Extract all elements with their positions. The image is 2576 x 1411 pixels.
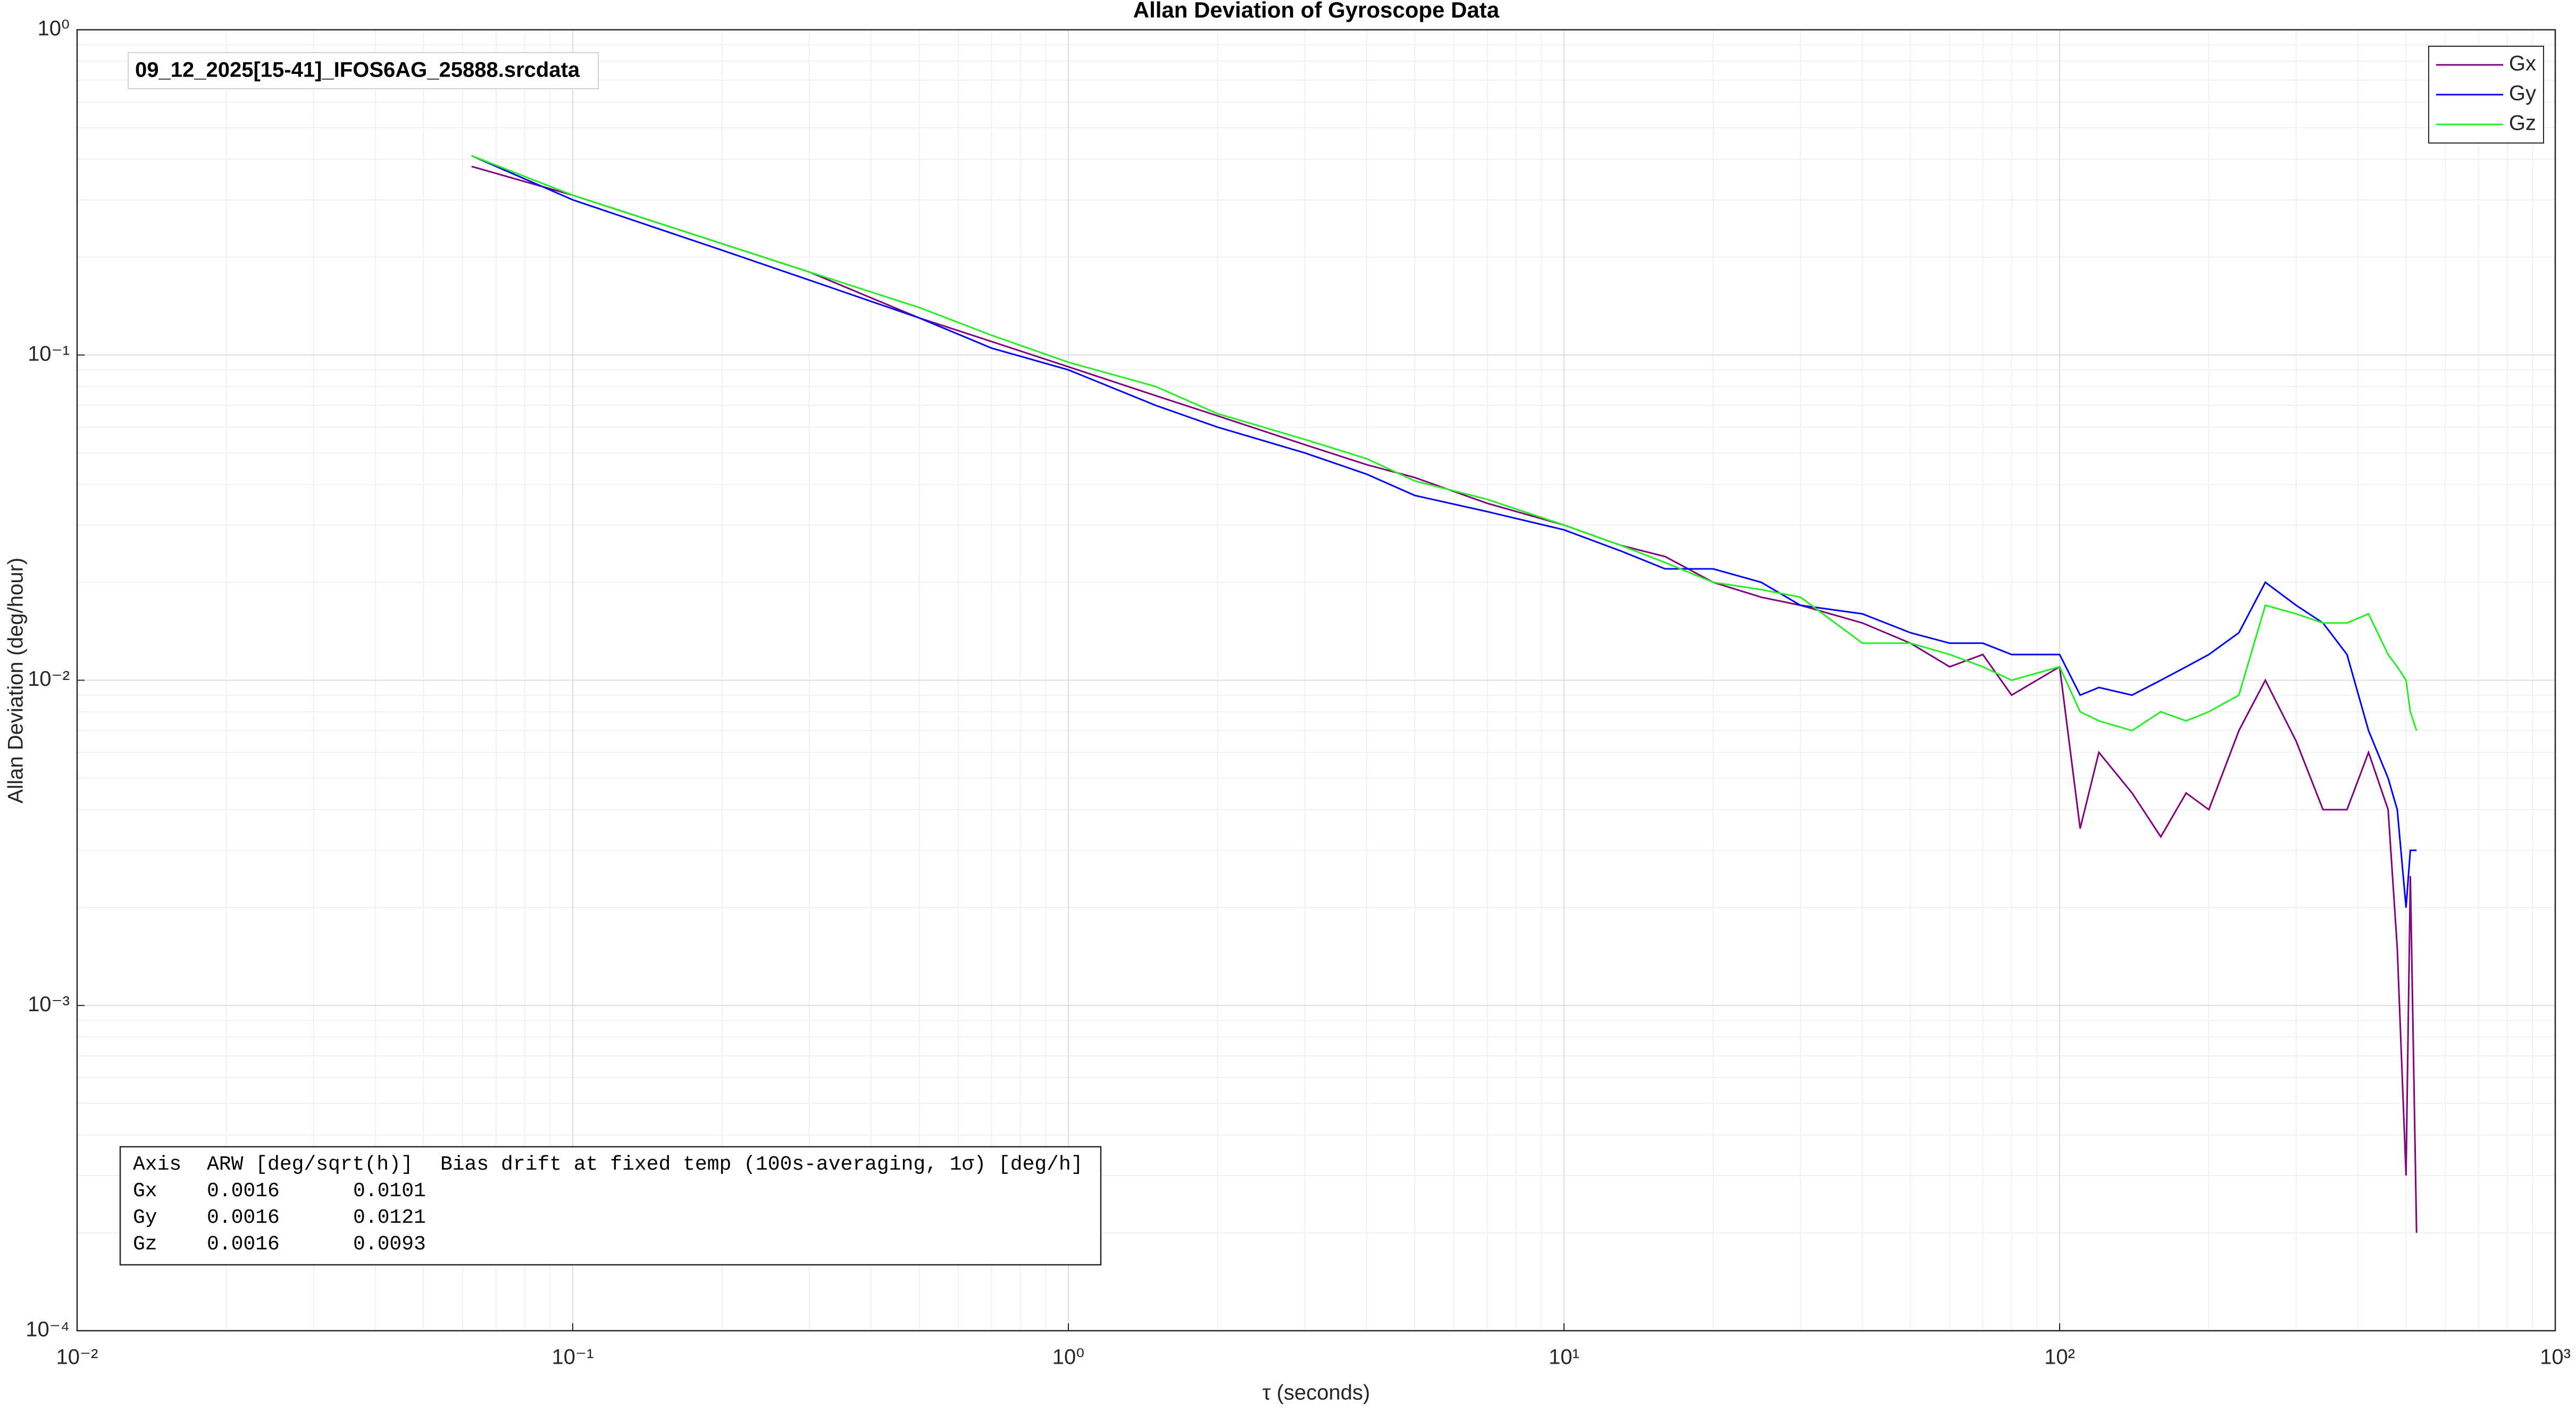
y-axis-label: Allan Deviation (deg/hour) (4, 558, 28, 803)
legend-label: Gx (2509, 52, 2536, 75)
table-cell: 0.0016 (207, 1233, 280, 1256)
table-header: Bias drift at fixed temp (100s-averaging… (440, 1153, 1083, 1176)
table-header: Axis (133, 1153, 181, 1176)
table-cell: 0.0016 (207, 1206, 280, 1229)
x-tick-label: 10⁻¹ (552, 1346, 594, 1369)
x-axis-label: τ (seconds) (1262, 1381, 1370, 1405)
series-line (471, 155, 2418, 732)
table-cell: 0.0093 (353, 1233, 426, 1256)
chart-title: Allan Deviation of Gyroscope Data (1133, 0, 1500, 22)
x-tick-label: 10⁰ (1052, 1346, 1085, 1369)
y-tick-label: 10⁻² (28, 667, 70, 691)
plot-frame (76, 29, 2556, 1332)
stats-box (119, 1146, 1102, 1266)
legend-label: Gz (2509, 112, 2536, 135)
x-tick-label: 10² (2044, 1346, 2075, 1369)
table-cell: Gz (133, 1233, 157, 1256)
y-tick-label: 10⁰ (37, 17, 70, 40)
legend-label: Gy (2509, 82, 2536, 105)
table-cell: 0.0121 (353, 1206, 426, 1229)
x-tick-label: 10¹ (1549, 1346, 1579, 1369)
y-tick-label: 10⁻³ (28, 993, 70, 1016)
file-label-box (128, 52, 599, 89)
table-cell: Gx (133, 1180, 157, 1203)
file-label: 09_12_2025[15-41]_IFOS6AG_25888.srcdata (135, 58, 580, 82)
series-line (471, 155, 2417, 908)
x-tick-label: 10⁻² (56, 1346, 98, 1369)
table-cell: Gy (133, 1206, 157, 1229)
y-tick-label: 10⁻⁴ (26, 1318, 70, 1341)
series-line (471, 165, 2418, 1233)
table-header: ARW [deg/sqrt(h)] (207, 1153, 413, 1176)
table-cell: 0.0016 (207, 1180, 280, 1203)
x-tick-label: 10³ (2540, 1346, 2571, 1369)
table-cell: 0.0101 (353, 1180, 426, 1203)
y-tick-label: 10⁻¹ (28, 342, 70, 365)
